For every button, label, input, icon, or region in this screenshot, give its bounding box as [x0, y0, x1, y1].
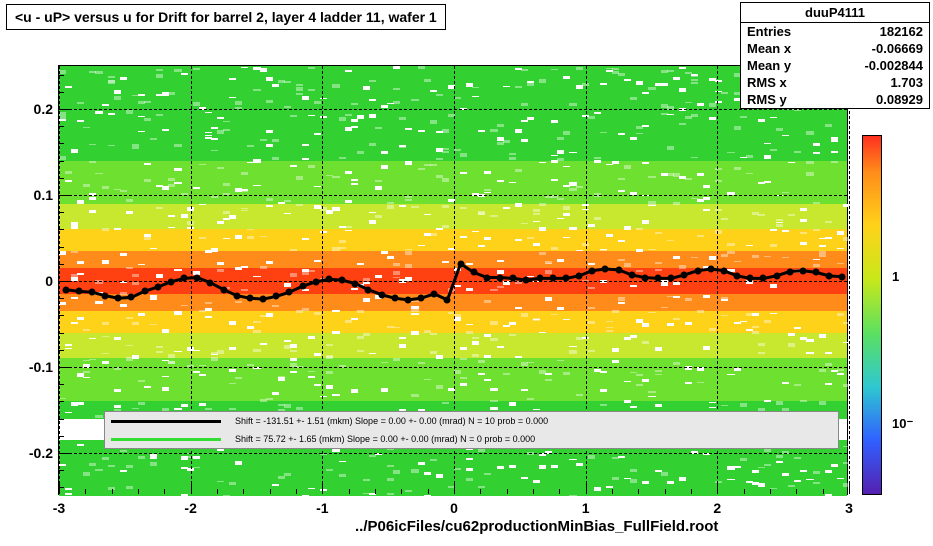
- profile-marker: [628, 271, 635, 278]
- profile-marker: [339, 277, 346, 284]
- profile-marker: [786, 268, 793, 275]
- fit-legend: Shift = -131.51 +- 1.51 (mkm) Slope = 0.…: [104, 411, 839, 449]
- profile-marker: [444, 296, 451, 303]
- profile-marker: [536, 275, 543, 282]
- profile-marker: [497, 274, 504, 281]
- stats-row: Mean y-0.002844: [741, 57, 929, 74]
- profile-marker: [589, 267, 596, 274]
- profile-marker: [194, 274, 201, 281]
- profile-marker: [181, 275, 188, 282]
- profile-marker: [813, 269, 820, 276]
- colorbar: [862, 135, 882, 495]
- profile-marker: [418, 295, 425, 302]
- y-axis-tick-label: 0.2: [34, 101, 53, 117]
- stats-title: duuP4111: [741, 3, 929, 23]
- profile-marker: [641, 274, 648, 281]
- profile-marker: [286, 289, 293, 296]
- profile-marker: [510, 275, 517, 282]
- profile-marker: [62, 286, 69, 293]
- x-axis-tick-label: 1: [582, 500, 590, 516]
- stats-row: Mean x-0.06669: [741, 40, 929, 57]
- grid-line-x: [849, 66, 850, 494]
- y-axis-tick-label: -0.1: [29, 359, 53, 375]
- profile-marker: [128, 294, 135, 301]
- profile-marker: [75, 288, 82, 295]
- profile-marker: [562, 275, 569, 282]
- x-axis-tick-label: 3: [845, 500, 853, 516]
- profile-marker: [549, 275, 556, 282]
- profile-marker: [207, 279, 214, 286]
- profile-marker: [681, 271, 688, 278]
- stats-row: Entries182162: [741, 23, 929, 40]
- x-axis-tick-label: -3: [53, 500, 65, 516]
- profile-marker: [312, 278, 319, 285]
- profile-marker: [457, 260, 464, 267]
- legend-row: Shift = -131.51 +- 1.51 (mkm) Slope = 0.…: [105, 412, 838, 430]
- x-tick: [849, 484, 850, 494]
- profile-marker: [365, 286, 372, 293]
- y-axis-tick-label: 0.1: [34, 187, 53, 203]
- profile-marker: [720, 267, 727, 274]
- profile-marker: [260, 296, 267, 303]
- legend-text: Shift = 75.72 +- 1.65 (mkm) Slope = 0.00…: [235, 434, 535, 444]
- y-axis-tick-label: -0.2: [29, 445, 53, 461]
- profile-marker: [773, 272, 780, 279]
- legend-swatch: [111, 420, 221, 423]
- profile-marker: [747, 275, 754, 282]
- profile-marker: [694, 267, 701, 274]
- profile-marker: [115, 295, 122, 302]
- legend-swatch: [111, 438, 221, 441]
- profile-marker: [220, 286, 227, 293]
- stats-box: duuP4111 Entries182162Mean x-0.06669Mean…: [740, 2, 930, 109]
- profile-marker: [404, 296, 411, 303]
- legend-row: Shift = 75.72 +- 1.65 (mkm) Slope = 0.00…: [105, 430, 838, 448]
- colorbar-label: 1: [892, 269, 899, 284]
- file-path-label: ../P06icFiles/cu62productionMinBias_Full…: [355, 518, 718, 535]
- legend-text: Shift = -131.51 +- 1.51 (mkm) Slope = 0.…: [235, 416, 548, 426]
- profile-marker: [325, 276, 332, 283]
- profile-marker: [734, 272, 741, 279]
- x-axis-tick-label: 0: [450, 500, 458, 516]
- profile-marker: [470, 269, 477, 276]
- x-axis-tick-label: -1: [316, 500, 328, 516]
- profile-marker: [602, 265, 609, 272]
- profile-marker: [655, 275, 662, 282]
- profile-marker: [299, 283, 306, 290]
- profile-marker: [826, 272, 833, 279]
- profile-marker: [167, 278, 174, 285]
- profile-marker: [576, 272, 583, 279]
- profile-marker: [352, 280, 359, 287]
- profile-marker: [154, 284, 161, 291]
- profile-marker: [760, 275, 767, 282]
- profile-marker: [615, 266, 622, 273]
- profile-marker: [141, 288, 148, 295]
- stats-row: RMS y0.08929: [741, 91, 929, 108]
- profile-marker: [523, 277, 530, 284]
- profile-marker: [668, 275, 675, 282]
- colorbar-label: 10⁻: [892, 416, 913, 432]
- profile-marker: [799, 267, 806, 274]
- profile-marker: [391, 295, 398, 302]
- profile-marker: [102, 292, 109, 299]
- profile-marker: [431, 290, 438, 297]
- profile-marker: [246, 295, 253, 302]
- profile-marker: [273, 293, 280, 300]
- profile-marker: [839, 273, 846, 280]
- stats-row: RMS x1.703: [741, 74, 929, 91]
- profile-marker: [483, 274, 490, 281]
- x-axis-tick-label: -2: [184, 500, 196, 516]
- profile-marker: [88, 289, 95, 296]
- profile-marker: [378, 291, 385, 298]
- x-axis-tick-label: 2: [713, 500, 721, 516]
- plot-region: -0.2-0.100.10.2-3-2-10123Shift = -131.51…: [58, 65, 848, 495]
- profile-marker: [707, 265, 714, 272]
- profile-marker: [233, 292, 240, 299]
- y-axis-tick-label: 0: [45, 273, 53, 289]
- plot-title: <u - uP> versus u for Drift for barrel 2…: [6, 4, 446, 30]
